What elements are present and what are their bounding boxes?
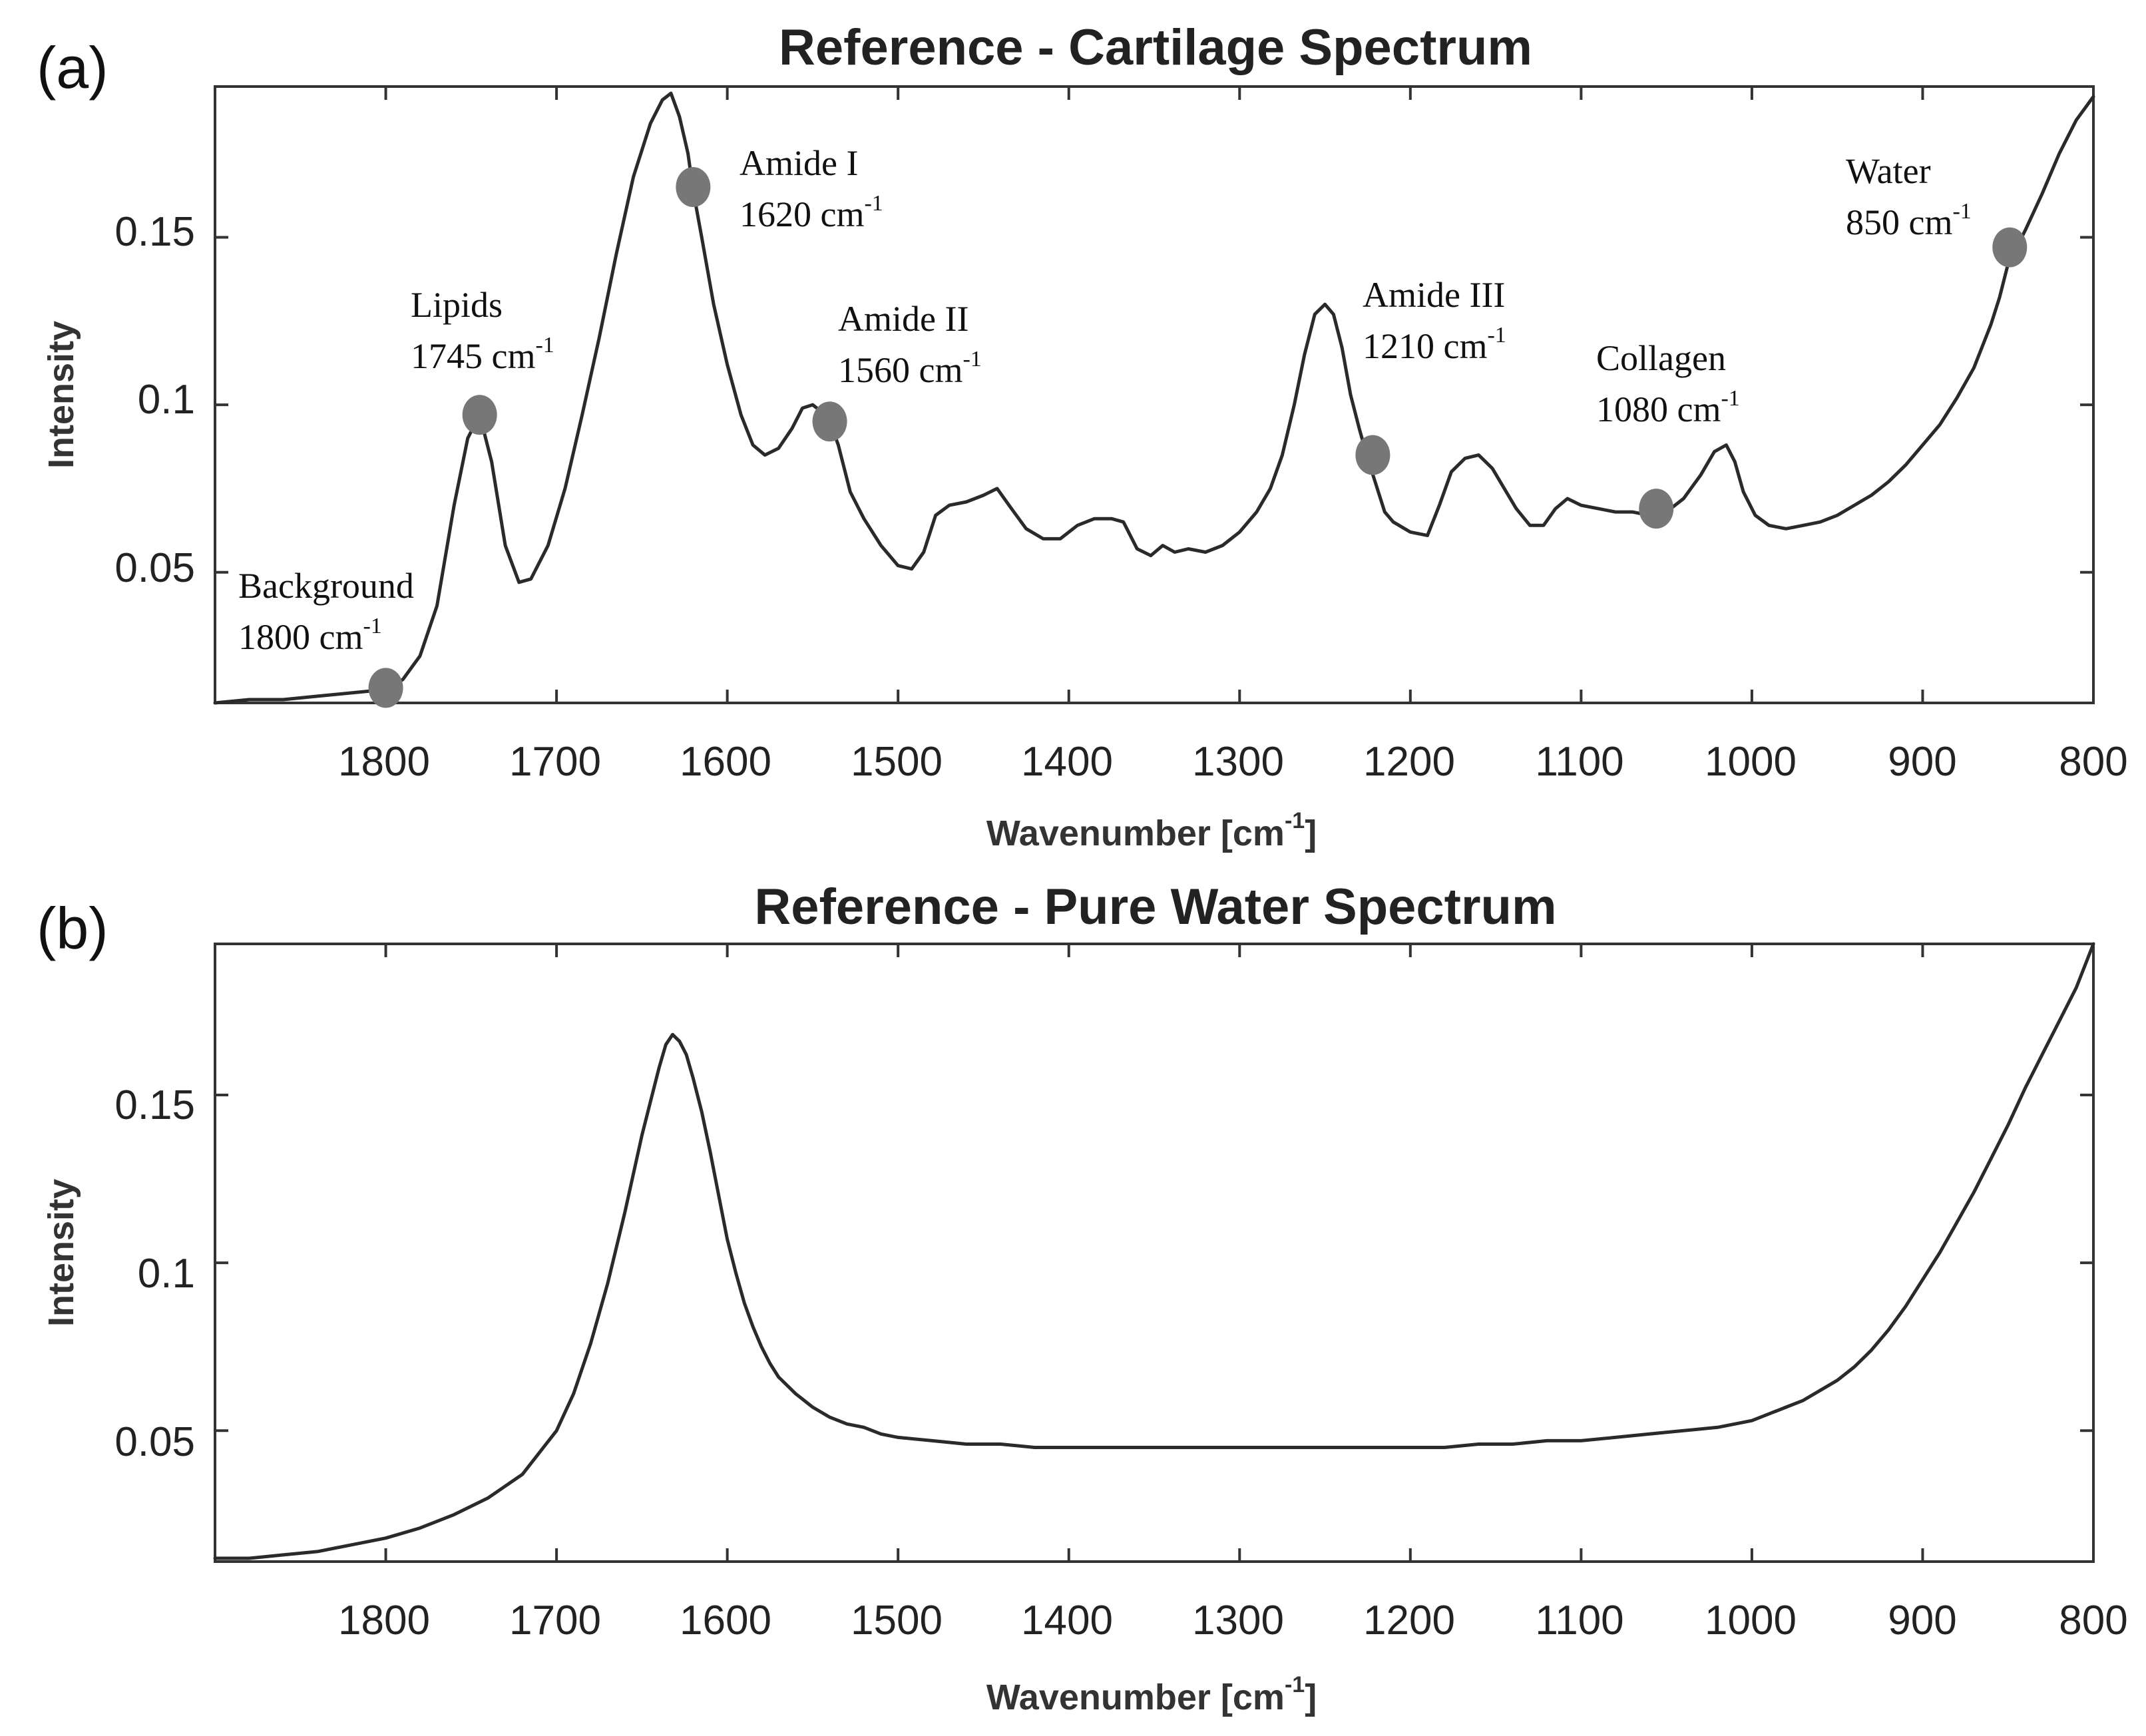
- panel-a-xtick: 1200: [1363, 739, 1455, 785]
- panel-a-ytick: 0.15: [114, 209, 195, 255]
- panel-b: (b) Reference - Pure Water Spectrum 1800…: [37, 879, 2128, 1717]
- panel-b-xtick: 1800: [338, 1598, 430, 1643]
- panel-b-xtick: 900: [1888, 1598, 1956, 1643]
- panel-a-y-axis-label: Intensity: [41, 321, 81, 469]
- panel-a-cartilage-series-line: [213, 91, 2095, 705]
- panel-b-xtick: 1500: [851, 1598, 943, 1643]
- panel-b-water-series-line: [213, 942, 2095, 1560]
- panel-a-xtick: 1000: [1705, 739, 1797, 785]
- annotation-amide-i: Amide I 1620 cm-1: [740, 143, 883, 234]
- panel-a-xtick: 1800: [338, 739, 430, 785]
- panel-a-xtick: 1500: [851, 739, 943, 785]
- peak-marker-amide-i: [676, 166, 711, 207]
- panel-a-ticks: [215, 87, 2095, 703]
- panel-b-ticks: [215, 944, 2095, 1562]
- panel-a-title: Reference - Cartilage Spectrum: [779, 19, 1532, 76]
- peak-marker-water: [1992, 227, 2028, 268]
- annotation-amide-iii: Amide III 1210 cm-1: [1363, 275, 1514, 366]
- panel-b-x-axis-label: Wavenumber [cm-1]: [986, 1672, 1317, 1717]
- panel-a: (a) Reference - Cartilage Spectrum 1800 …: [37, 19, 2128, 853]
- panel-b-xtick: 1400: [1021, 1598, 1113, 1643]
- panel-a-xtick: 800: [2059, 739, 2127, 785]
- annotation-amide-ii: Amide II 1560 cm-1: [838, 299, 982, 390]
- panel-b-y-axis-label: Intensity: [41, 1179, 81, 1327]
- annotation-lipids: Lipids 1745 cm-1: [411, 285, 554, 376]
- panel-a-xtick: 1100: [1535, 739, 1623, 785]
- panel-b-xtick: 1600: [680, 1598, 771, 1643]
- panel-b-xtick: 1200: [1363, 1598, 1455, 1643]
- panel-b-ytick: 0.05: [114, 1419, 195, 1465]
- annotation-collagen: Collagen 1080 cm-1: [1596, 338, 1740, 429]
- panel-a-xtick: 1600: [680, 739, 771, 785]
- panel-b-xtick: 1100: [1535, 1598, 1623, 1643]
- peak-marker-lipids: [462, 395, 497, 435]
- peak-marker-amide-ii: [812, 401, 847, 442]
- panel-b-xtick: 1000: [1705, 1598, 1797, 1643]
- panel-a-x-axis-label: Wavenumber [cm-1]: [986, 808, 1317, 853]
- annotation-water: Water 850 cm-1: [1846, 151, 1972, 242]
- panel-b-label: (b): [37, 895, 108, 961]
- panel-b-xtick: 1300: [1192, 1598, 1284, 1643]
- panel-a-label: (a): [37, 35, 108, 101]
- panel-b-xtick: 1700: [509, 1598, 601, 1643]
- annotation-background: Background 1800 cm-1: [238, 566, 423, 657]
- panel-a-xtick: 1700: [509, 739, 601, 785]
- panel-b-title: Reference - Pure Water Spectrum: [754, 879, 1556, 935]
- panel-a-plot-frame: [214, 85, 2095, 704]
- panel-a-xtick: 900: [1888, 739, 1956, 785]
- panel-b-plot-frame: [214, 943, 2095, 1563]
- panel-b-xtick: 800: [2059, 1598, 2127, 1643]
- peak-marker-collagen: [1639, 489, 1674, 529]
- panel-a-ytick: 0.05: [114, 545, 195, 591]
- panel-a-peak-markers: [368, 166, 2028, 708]
- peak-marker-amide-iii: [1355, 435, 1391, 475]
- panel-b-ytick: 0.1: [138, 1251, 195, 1297]
- panel-a-xtick: 1300: [1192, 739, 1284, 785]
- panel-a-ytick: 0.1: [138, 377, 195, 423]
- peak-marker-background: [368, 668, 403, 708]
- panel-a-xtick: 1400: [1021, 739, 1113, 785]
- panel-b-ytick: 0.15: [114, 1082, 195, 1128]
